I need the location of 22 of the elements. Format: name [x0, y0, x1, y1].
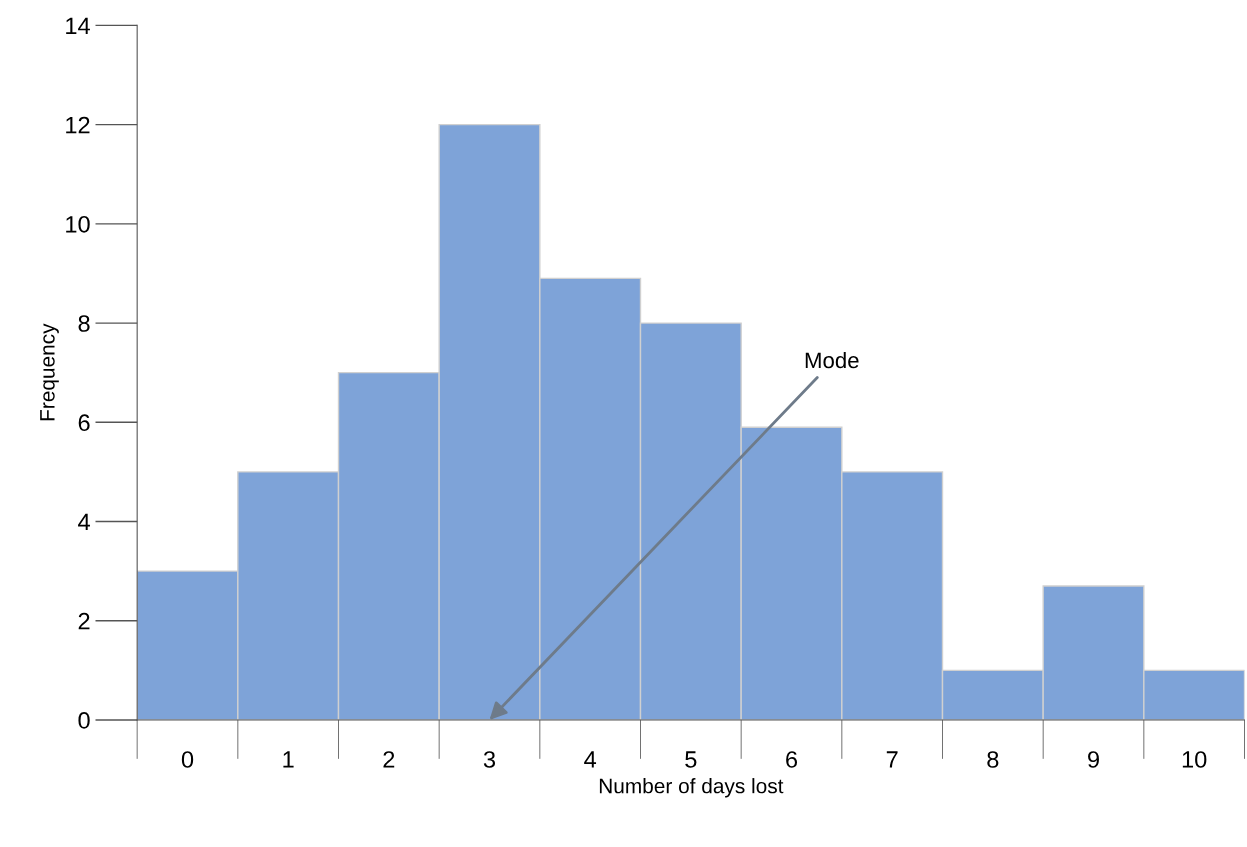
y-tick-label: 6 [78, 414, 90, 432]
annotation: Mode [805, 351, 859, 369]
y-tick-label: 2 [78, 612, 90, 630]
x-tick-label: 6 [786, 751, 798, 768]
x-tick-label: 3 [483, 751, 496, 768]
x-tick-label: 10 [1182, 751, 1207, 768]
x-tick-label: 2 [383, 751, 395, 768]
x-tick-label: 0 [181, 751, 194, 768]
y-tick-label: 8 [78, 315, 90, 332]
y-axis-title: Frequency [40, 323, 59, 421]
y-tick-label: 0 [78, 712, 90, 729]
x-tick-label: 8 [987, 751, 999, 768]
x-tick-label: 1 [283, 751, 294, 768]
y-tick-label: 12 [66, 116, 90, 134]
x-tick-label: 7 [886, 751, 898, 768]
y-tick-label: 10 [66, 215, 90, 233]
x-tick-label: 9 [1088, 751, 1099, 768]
x-axis-title: Number of days lost [599, 778, 784, 798]
y-tick-label: 14 [66, 17, 90, 34]
y-tick-label: 4 [78, 513, 90, 531]
x-tick-label: 5 [685, 751, 697, 768]
x-tick-label: 4 [584, 751, 597, 768]
